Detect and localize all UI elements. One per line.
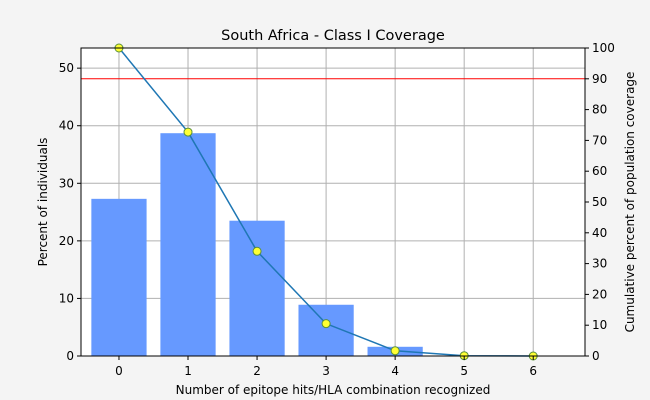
y2-axis-label: Cumulative percent of population coverag… (623, 72, 637, 333)
line-point (252, 246, 262, 256)
y2-tick-label: 90 (592, 72, 607, 86)
y2-tick-label: 50 (592, 195, 607, 209)
x-axis-label: Number of epitope hits/HLA combination r… (176, 383, 491, 397)
chart-title: South Africa - Class I Coverage (221, 28, 445, 44)
y2-tick-label: 100 (592, 41, 615, 55)
line-point (390, 346, 400, 356)
y-tick-label: 30 (59, 176, 74, 190)
x-tick-label: 4 (391, 364, 399, 378)
y2-tick-label: 10 (592, 318, 607, 332)
bar (229, 220, 285, 356)
bar (160, 133, 216, 356)
x-tick-label: 1 (184, 364, 192, 378)
y-tick-label: 10 (59, 291, 74, 305)
y2-tick-label: 0 (592, 349, 600, 363)
y-axis-label: Percent of individuals (36, 138, 50, 267)
bar (91, 198, 147, 356)
y-axis-ticks: 0 10 20 30 40 50 (59, 61, 81, 363)
y2-axis-ticks: 0 10 20 30 40 50 60 70 80 90 100 (585, 41, 615, 363)
y2-tick-label: 20 (592, 287, 607, 301)
x-tick-label: 6 (529, 364, 537, 378)
x-axis-ticks: 0 1 2 3 4 5 6 (115, 356, 537, 378)
y2-tick-label: 40 (592, 226, 607, 240)
x-tick-label: 5 (460, 364, 468, 378)
y-tick-label: 0 (66, 349, 74, 363)
y-tick-label: 50 (59, 61, 74, 75)
line-point (321, 319, 331, 329)
x-tick-label: 2 (253, 364, 261, 378)
bar (298, 304, 354, 356)
y-tick-label: 20 (59, 234, 74, 248)
line-point (183, 127, 193, 137)
y-tick-label: 40 (59, 119, 74, 133)
y2-tick-label: 70 (592, 133, 607, 147)
y2-tick-label: 80 (592, 103, 607, 117)
x-tick-label: 3 (322, 364, 330, 378)
y2-tick-label: 60 (592, 164, 607, 178)
y2-tick-label: 30 (592, 257, 607, 271)
x-tick-label: 0 (115, 364, 123, 378)
